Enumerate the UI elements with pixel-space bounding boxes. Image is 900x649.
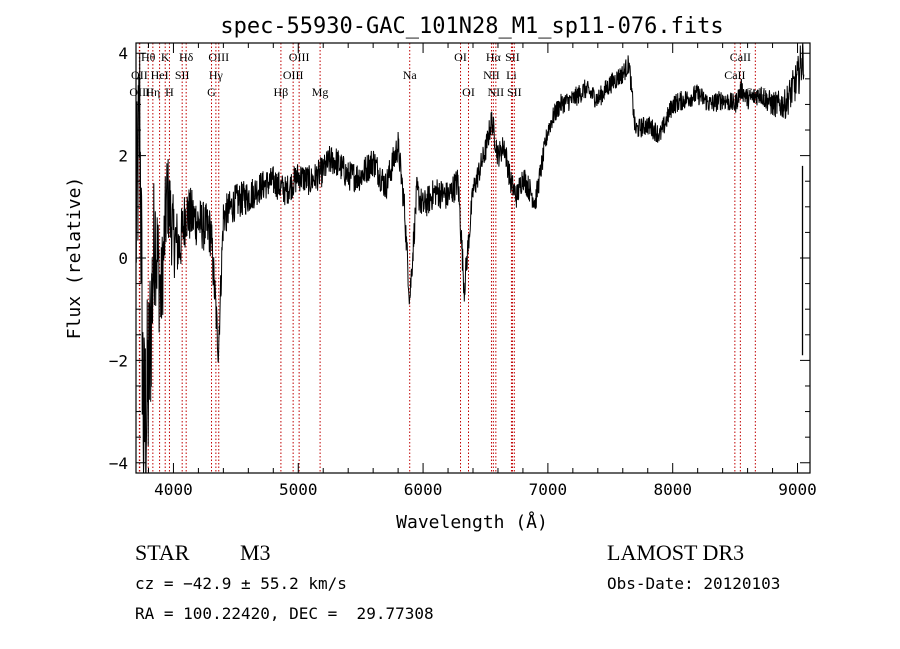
line-label: SII xyxy=(175,68,190,82)
line-label: OIII xyxy=(208,50,229,64)
axis-ticks: 4000 5000 6000 7000 8000 9000 −4 −2 0 2 4 xyxy=(109,43,817,499)
line-label: OIII xyxy=(289,50,310,64)
survey-name: LAMOST DR3 xyxy=(607,540,745,565)
line-label: NII xyxy=(488,85,505,99)
object-type: STAR xyxy=(135,540,190,565)
line-label: SII xyxy=(505,50,520,64)
line-label: Hγ xyxy=(209,68,224,82)
y-tick-label: 2 xyxy=(118,147,128,166)
line-label: OI xyxy=(454,50,467,64)
x-tick-label: 9000 xyxy=(778,480,817,499)
line-label: Li xyxy=(506,68,517,82)
x-axis-label: Wavelength (Å) xyxy=(396,511,548,533)
line-label: Hθ xyxy=(141,50,156,64)
line-label: HeI xyxy=(151,68,169,82)
x-tick-label: 5000 xyxy=(279,480,318,499)
line-label: Mg xyxy=(312,85,329,99)
line-label: OIII xyxy=(283,68,304,82)
line-label: Hη xyxy=(145,85,160,99)
line-label: NII xyxy=(483,68,500,82)
y-tick-label: 4 xyxy=(118,44,128,63)
object-subclass: M3 xyxy=(240,540,271,565)
line-label: Hδ xyxy=(179,50,194,64)
chart-title: spec-55930-GAC_101N28_M1_sp11-076.fits xyxy=(220,14,723,39)
line-label: CaII xyxy=(724,68,745,82)
y-tick-label: −4 xyxy=(109,454,128,473)
y-tick-label: 0 xyxy=(118,249,128,268)
y-tick-label: −2 xyxy=(109,351,128,370)
observation-date: Obs-Date: 20120103 xyxy=(607,574,781,593)
line-label: Hα xyxy=(486,50,502,64)
y-axis-label: Flux (relative) xyxy=(64,177,85,340)
line-label: CaII xyxy=(730,50,751,64)
x-tick-label: 4000 xyxy=(154,480,193,499)
line-label: Na xyxy=(403,68,418,82)
x-tick-label: 8000 xyxy=(653,480,692,499)
redshift-cz: cz = −42.9 ± 55.2 km/s xyxy=(135,574,347,593)
line-label: H xyxy=(165,85,174,99)
line-label: Hβ xyxy=(274,85,289,99)
spectrum-line xyxy=(135,42,805,474)
line-label: K xyxy=(161,50,170,64)
line-label: G xyxy=(207,85,216,99)
line-label: OI xyxy=(462,85,475,99)
line-label: SII xyxy=(507,85,522,99)
ra-dec: RA = 100.22420, DEC = 29.77308 xyxy=(135,604,434,623)
x-tick-label: 7000 xyxy=(529,480,568,499)
spectrum-series xyxy=(135,42,805,474)
x-tick-label: 6000 xyxy=(404,480,443,499)
